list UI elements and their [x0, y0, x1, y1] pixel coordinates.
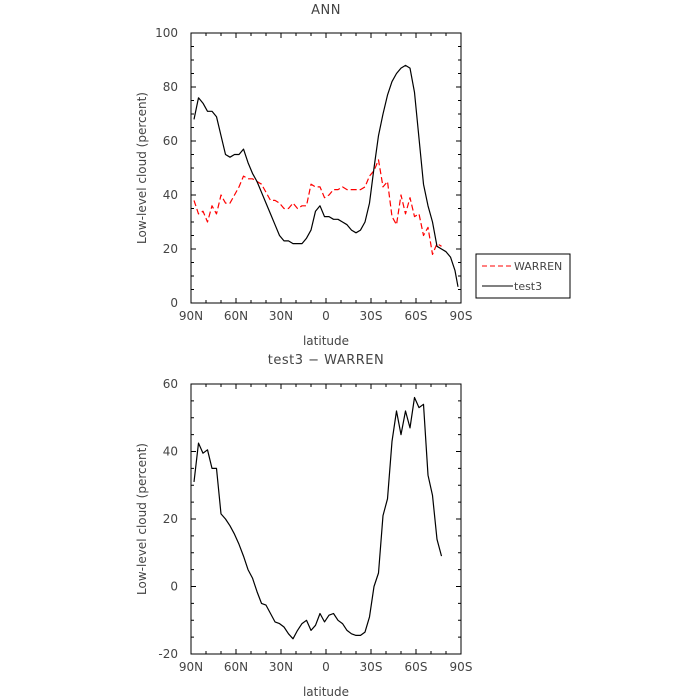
axis-ticks: 90N 60N 30N 0 30S 60S 90S 0 20 40 60 80 100 — [155, 26, 472, 323]
x-axis-title: latitude — [303, 685, 349, 699]
chart-title: test3 − WARREN — [268, 353, 384, 368]
legend-box — [475, 253, 571, 299]
x-tick-label: 90N — [179, 660, 203, 674]
x-tick-label: 60N — [224, 309, 248, 323]
legend: WARREN test3 — [475, 253, 571, 299]
y-axis-title: Low-level cloud (percent) — [135, 92, 149, 244]
y-tick-label: 40 — [163, 445, 178, 459]
x-axis-title: latitude — [303, 334, 349, 348]
y-tick-label: 80 — [163, 80, 178, 94]
plot-frame — [190, 383, 462, 655]
chart-panel-annual: ANN Low-level cloud (percent) latitude 9… — [135, 3, 571, 348]
x-tick-label: 30S — [360, 660, 383, 674]
series-line-test3-warren — [193, 396, 443, 640]
y-tick-label: 0 — [170, 580, 178, 594]
y-tick-label: 20 — [163, 512, 178, 526]
axis-ticks: 90N 60N 30N 0 30S 60S 90S -20 0 20 40 60 — [158, 377, 472, 674]
x-tick-label: 60S — [405, 660, 428, 674]
x-tick-label: 0 — [322, 660, 330, 674]
plot-frame — [190, 32, 462, 304]
x-tick-label: 30N — [269, 309, 293, 323]
y-tick-label: 20 — [163, 242, 178, 256]
x-tick-label: 90N — [179, 309, 203, 323]
series-layer — [193, 64, 459, 287]
chart-title: ANN — [311, 3, 341, 18]
x-tick-label: 60S — [405, 309, 428, 323]
y-tick-label: 0 — [170, 296, 178, 310]
y-tick-label: 60 — [163, 134, 178, 148]
x-tick-label: 30N — [269, 660, 293, 674]
y-tick-label: 100 — [155, 26, 178, 40]
series-line-warren — [193, 159, 442, 255]
series-line-test3 — [193, 64, 459, 287]
chart-panel-difference: test3 − WARREN Low-level cloud (percent)… — [135, 353, 472, 699]
x-tick-label: 90S — [450, 660, 473, 674]
x-tick-label: 90S — [450, 309, 473, 323]
x-tick-label: 30S — [360, 309, 383, 323]
y-tick-label: 60 — [163, 377, 178, 391]
series-layer — [193, 396, 443, 640]
x-tick-label: 0 — [322, 309, 330, 323]
y-axis-title: Low-level cloud (percent) — [135, 443, 149, 595]
legend-label-warren: WARREN — [514, 260, 562, 273]
x-tick-label: 60N — [224, 660, 248, 674]
y-tick-label: -20 — [158, 647, 178, 661]
y-tick-label: 40 — [163, 188, 178, 202]
legend-label-test3: test3 — [514, 280, 542, 293]
